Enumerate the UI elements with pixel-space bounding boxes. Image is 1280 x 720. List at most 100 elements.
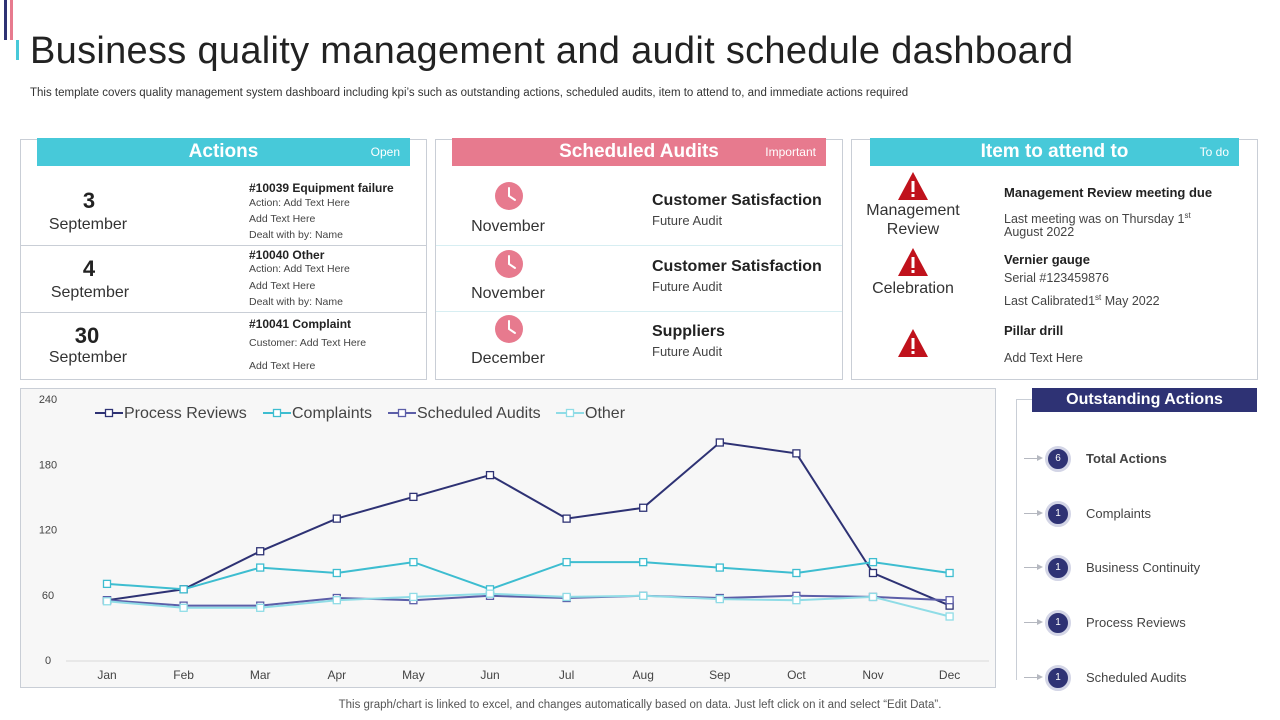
- data-point: [945, 596, 954, 605]
- x-tick-label: Sep: [709, 668, 731, 682]
- data-point: [332, 568, 341, 578]
- x-tick-label: Jun: [480, 668, 499, 682]
- data-point: [485, 470, 495, 480]
- audit-title: Customer Satisfaction: [652, 192, 822, 209]
- data-point: [868, 568, 878, 578]
- outstanding-item-total-actions[interactable]: 6 Total Actions: [1016, 445, 1256, 473]
- data-point: [485, 589, 495, 598]
- outstanding-item-process-reviews[interactable]: 1 Process Reviews: [1016, 609, 1256, 637]
- outstanding-label: Business Continuity: [1086, 560, 1201, 575]
- outstanding-item-scheduled-audits[interactable]: 1 Scheduled Audits: [1016, 664, 1256, 692]
- x-tick-label: Oct: [787, 668, 806, 682]
- x-tick-label: Feb: [173, 668, 194, 682]
- count-badge: 6: [1045, 446, 1071, 472]
- page-subtitle: This template covers quality management …: [30, 87, 909, 99]
- audit-row[interactable]: November Customer Satisfaction Future Au…: [436, 178, 842, 244]
- data-point: [715, 438, 724, 447]
- y-tick-label: 240: [39, 394, 57, 406]
- attend-item-line: Serial #123459876: [1004, 271, 1109, 285]
- attend-header: Item to attend to To do: [870, 138, 1239, 166]
- audit-month: December: [471, 350, 545, 367]
- attend-item-line: Last Calibrated1st May 2022: [1004, 293, 1160, 309]
- actions-panel: Actions Open 3 September #10039 Equipmen…: [20, 138, 427, 380]
- outstanding-item-business-continuity[interactable]: 1 Business Continuity: [1016, 554, 1256, 582]
- count-badge: 1: [1045, 501, 1071, 527]
- action-row[interactable]: 4 September #10040 Other Action: Add Tex…: [21, 245, 426, 311]
- outstanding-label: Process Reviews: [1086, 615, 1186, 630]
- action-row[interactable]: 30 September #10041 Complaint Customer: …: [21, 312, 426, 380]
- data-point: [256, 603, 265, 612]
- audit-sub: Future Audit: [652, 213, 723, 228]
- clock-icon: [495, 250, 523, 278]
- data-point: [562, 514, 571, 523]
- outstanding-title: Outstanding Actions: [1032, 388, 1257, 412]
- data-point: [409, 557, 418, 567]
- data-point: [715, 563, 724, 572]
- data-point: [102, 597, 112, 606]
- audit-month: November: [471, 285, 545, 302]
- data-point: [792, 596, 801, 605]
- series-line: [106, 561, 950, 591]
- x-tick-label: Aug: [633, 668, 654, 682]
- arrow-right-icon: [1024, 510, 1043, 516]
- audit-row[interactable]: November Customer Satisfaction Future Au…: [436, 245, 842, 311]
- audits-tag: Important: [765, 145, 816, 159]
- attend-item-line: Last meeting was on Thursday 1st: [1004, 211, 1191, 227]
- x-tick-label: Jan: [97, 668, 116, 682]
- attend-item-title: Pillar drill: [1004, 323, 1064, 338]
- action-line: Add Text Here: [249, 280, 316, 292]
- audit-month: November: [471, 218, 545, 235]
- data-point: [945, 612, 954, 621]
- series-line: [106, 594, 950, 607]
- outstanding-label: Total Actions: [1086, 451, 1167, 466]
- y-tick-label: 60: [42, 590, 54, 602]
- line-chart[interactable]: 0 60 120 180 240 Jan Feb Mar Apr May Jun Jul Aug Sep O…: [20, 388, 996, 688]
- data-point: [792, 449, 801, 458]
- action-month: September: [48, 216, 128, 233]
- action-row[interactable]: 3 September #10039 Equipment failure Act…: [21, 178, 426, 244]
- arrow-right-icon: [1024, 455, 1043, 461]
- count-badge: 1: [1045, 665, 1071, 691]
- outstanding-item-complaints[interactable]: 1 Complaints: [1016, 500, 1256, 528]
- arrow-right-icon: [1024, 674, 1043, 680]
- outstanding-frame-left: [1016, 400, 1017, 680]
- legend-label: Scheduled Audits: [417, 405, 541, 422]
- attend-item-title: Vernier gauge: [1004, 252, 1090, 267]
- arrow-right-icon: [1024, 564, 1043, 570]
- clock-icon: [495, 315, 523, 343]
- count-badge: 1: [1045, 555, 1071, 581]
- audit-row[interactable]: December Suppliers Future Audit: [436, 311, 842, 379]
- actions-title: Actions: [188, 141, 259, 162]
- series-line: [106, 441, 950, 607]
- data-point: [562, 592, 571, 602]
- attend-item-title: Management Review meeting due: [1004, 185, 1213, 200]
- data-point: [792, 568, 801, 578]
- audit-sub: Future Audit: [652, 279, 723, 294]
- data-point: [102, 579, 112, 589]
- audits-title: Scheduled Audits: [559, 141, 719, 162]
- data-point: [179, 603, 188, 612]
- action-line: Dealt with by: Name: [249, 229, 343, 241]
- attend-item-line: Add Text Here: [1004, 351, 1083, 365]
- accent-bar-navy: [4, 0, 7, 40]
- data-point: [868, 592, 878, 602]
- attend-item-line: August 2022: [1004, 225, 1075, 239]
- attend-label: Management: [866, 202, 960, 219]
- x-tick-label: May: [402, 668, 425, 682]
- data-point: [409, 492, 418, 502]
- outstanding-frame-top: [1016, 399, 1032, 400]
- data-point: [409, 592, 418, 602]
- action-line: Add Text Here: [249, 360, 316, 372]
- actions-tag: Open: [370, 145, 400, 159]
- legend-label: Complaints: [292, 405, 372, 422]
- arrow-right-icon: [1024, 619, 1043, 625]
- attend-label: Celebration: [872, 280, 954, 297]
- legend-label: Other: [585, 405, 626, 422]
- action-line: Customer: Add Text Here: [249, 337, 367, 349]
- data-point: [179, 585, 188, 594]
- x-tick-label: Jul: [559, 668, 574, 682]
- action-heading: #10041 Complaint: [249, 317, 352, 331]
- warning-icon: [898, 172, 928, 200]
- data-point: [256, 547, 265, 556]
- attend-title: Item to attend to: [980, 141, 1129, 162]
